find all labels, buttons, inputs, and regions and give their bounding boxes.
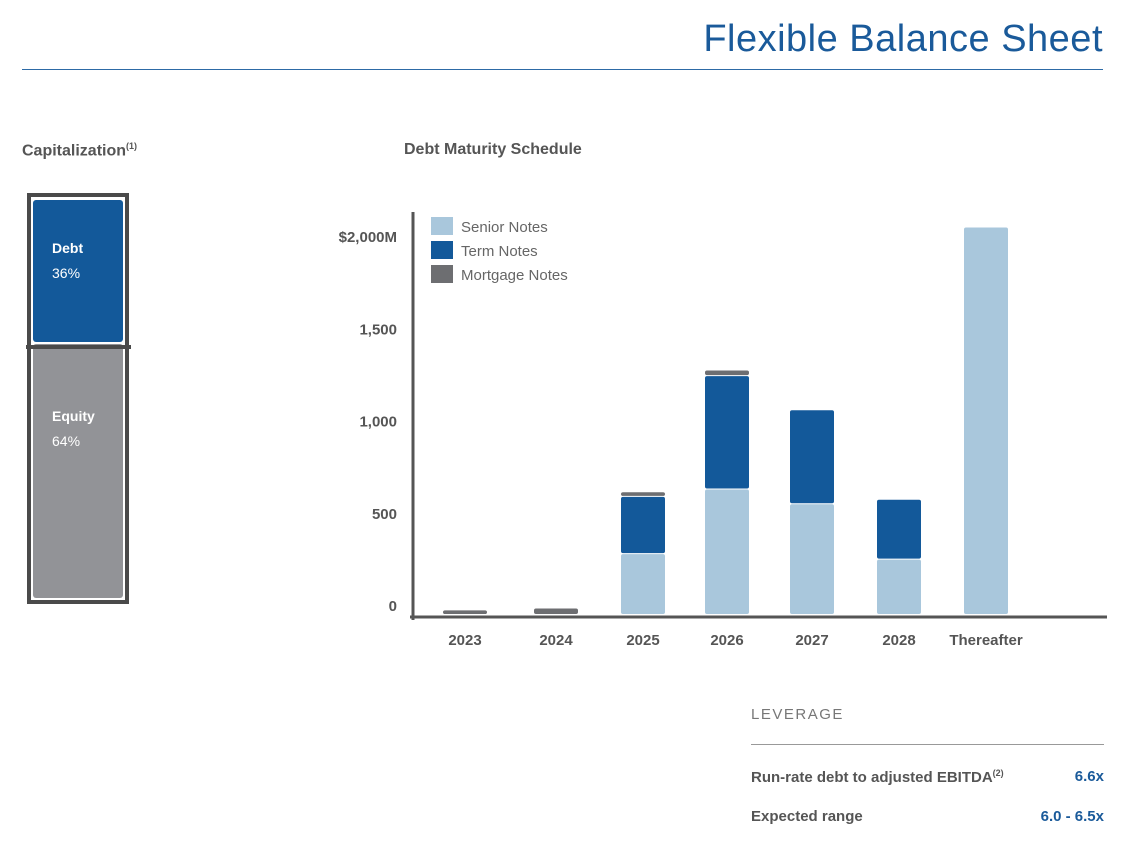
leverage-row: Expected range 6.0 - 6.5x xyxy=(751,808,1104,825)
leverage-value: 6.6x xyxy=(1074,768,1104,785)
leverage-divider xyxy=(751,744,1104,745)
bar-senior-notes xyxy=(705,489,749,614)
cap-segment-equity xyxy=(33,344,123,598)
leverage-row: Run-rate debt to adjusted EBITDA(2) 6.6x xyxy=(751,768,1104,786)
legend-swatch xyxy=(431,265,453,283)
bar-mortgage-notes xyxy=(705,370,749,376)
cap-label: Debt xyxy=(52,240,83,256)
legend-label: Term Notes xyxy=(461,243,538,260)
bar-term-notes xyxy=(621,496,665,554)
cap-percent: 36% xyxy=(52,265,80,281)
cap-segment-debt xyxy=(33,200,123,342)
cap-frame xyxy=(27,193,129,604)
legend-swatch xyxy=(431,241,453,259)
leverage-value: 6.0 - 6.5x xyxy=(1040,808,1104,825)
bar-senior-notes xyxy=(964,227,1008,615)
x-tick-label: 2025 xyxy=(626,632,659,649)
y-tick-label: 1,500 xyxy=(359,321,397,338)
x-tick-label: 2027 xyxy=(795,632,828,649)
leverage-label: Run-rate debt to adjusted EBITDA(2) xyxy=(751,768,1004,786)
bar-senior-notes xyxy=(877,559,921,614)
bar-term-notes xyxy=(705,376,749,489)
capitalization-title-text: Capitalization xyxy=(22,142,127,160)
y-tick-label: 0 xyxy=(389,598,397,615)
bar-senior-notes xyxy=(790,504,834,614)
y-tick-label: $2,000M xyxy=(339,229,397,246)
legend-label: Senior Notes xyxy=(461,219,548,236)
bar-term-notes xyxy=(790,410,834,504)
bar-term-notes xyxy=(877,499,921,559)
leverage-label: Expected range xyxy=(751,808,863,825)
x-tick-label: 2023 xyxy=(448,632,481,649)
footnote-marker: (2) xyxy=(992,768,1004,778)
title-divider xyxy=(22,69,1103,70)
leverage-title: LEVERAGE xyxy=(751,706,844,723)
chart-title: Debt Maturity Schedule xyxy=(404,141,582,158)
x-tick-label: 2028 xyxy=(882,632,915,649)
legend-swatch xyxy=(431,217,453,235)
page-title: Flexible Balance Sheet xyxy=(703,18,1103,60)
cap-percent: 64% xyxy=(52,433,80,449)
capitalization-title: Capitalization(1) xyxy=(22,141,137,160)
cap-label: Equity xyxy=(52,408,95,424)
footnote-marker: (1) xyxy=(126,141,138,151)
bar-mortgage-notes xyxy=(443,610,487,614)
bar-mortgage-notes xyxy=(534,608,578,614)
leverage-label-text: Run-rate debt to adjusted EBITDA xyxy=(751,769,993,786)
y-tick-label: 1,000 xyxy=(359,414,397,431)
bar-mortgage-notes xyxy=(621,492,665,496)
bar-senior-notes xyxy=(621,554,665,614)
x-tick-label: 2024 xyxy=(539,632,573,649)
y-tick-label: 500 xyxy=(372,506,397,523)
x-tick-label: 2026 xyxy=(710,632,743,649)
legend-label: Mortgage Notes xyxy=(461,267,568,284)
x-tick-label: Thereafter xyxy=(949,632,1023,649)
